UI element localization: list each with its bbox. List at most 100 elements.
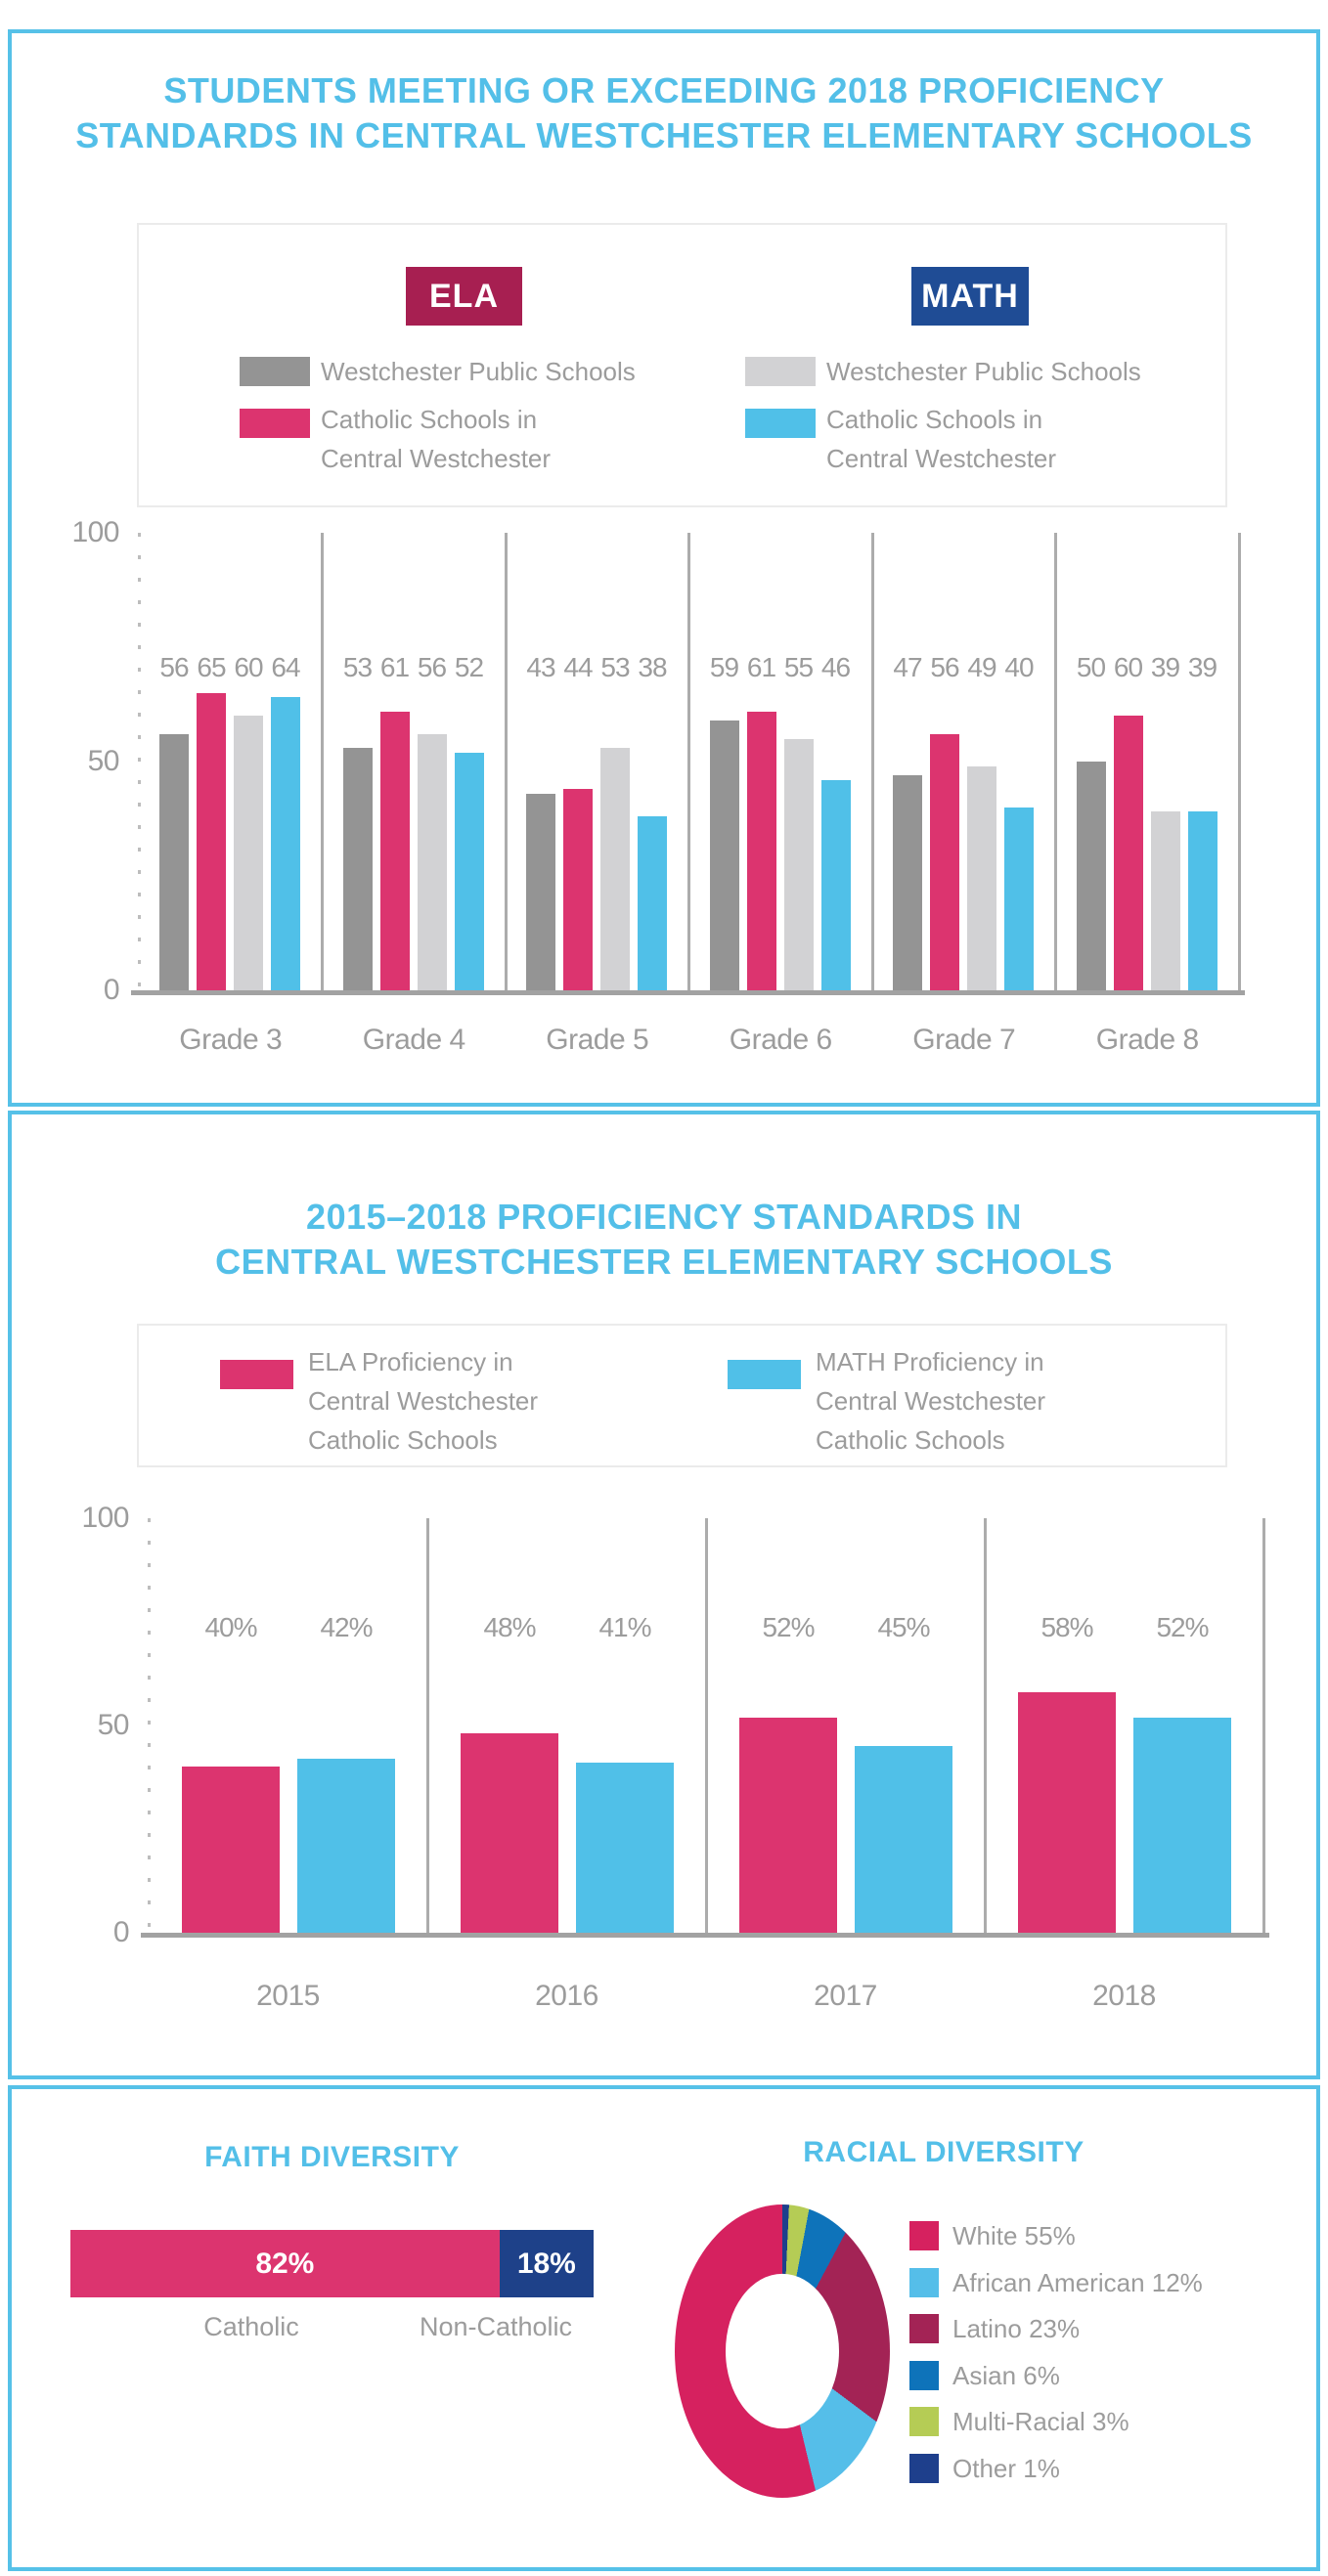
group-divider [1054,533,1057,990]
group-divider [687,533,690,990]
chart1-plot: 100 50 0 56 65 60 64 Grade 3 53 61 56 52 Grade 4 43 44… [71,517,1245,1056]
bar [271,697,300,990]
bar-value-label: 56 [930,652,959,682]
faith-catholic-segment: 82% [70,2230,500,2297]
bar-value-label: 52% [1156,1612,1209,1642]
racial-legend-label: Latino 23% [952,2313,1081,2343]
racial-legend-label: Asian 6% [952,2360,1060,2390]
bar-value-label: 47 [893,652,922,682]
group-divider [321,533,324,990]
racial-legend-swatch [909,2407,939,2436]
group-divider [504,533,508,990]
faith-catholic-value: 82% [255,2247,315,2280]
y-axis-label: 100 [81,1502,129,1534]
bar-group: 53 61 56 52 Grade 4 [323,533,507,1056]
y-axis-label: 50 [97,1709,130,1741]
bar-value-label: 52% [762,1612,815,1642]
x-axis-label: Grade 8 [1095,1024,1199,1056]
legend-swatch-math-public [745,357,816,386]
racial-legend-swatch [909,2454,939,2483]
legend-label-ela-line2: Central Westchester [308,1386,539,1416]
legend-label-math-catholic-line2: Central Westchester [826,444,1057,473]
bar [461,1733,558,1933]
bar-value-label: 40% [204,1612,257,1642]
x-axis-label: 2015 [256,1980,320,2012]
bar-value-label: 38 [638,652,667,682]
legend-label-ela-catholic: Catholic Schools in Central Westchester [321,400,551,478]
bar-value-label: 55 [783,652,814,682]
bar [1133,1717,1231,1933]
bar-value-label: 50 [1076,652,1106,682]
faith-noncatholic-segment: 18% [499,2230,594,2297]
bar-value-label: 41% [598,1612,651,1642]
bar-group: 59 61 55 46 Grade 6 [689,533,873,1056]
legend-label-ela-public: Westchester Public Schools [321,357,636,386]
x-axis-label: Grade 6 [729,1024,832,1056]
bar [526,793,555,990]
bar-value-label: 58% [1040,1612,1093,1642]
racial-legend-swatch [909,2268,939,2297]
bar [967,765,996,990]
x-axis-baseline [141,1933,1269,1938]
bar-value-label: 52 [454,652,484,682]
bar [197,692,226,990]
racial-legend-swatch [909,2361,939,2390]
bar-value-label: 65 [197,652,226,682]
bar-value-label: 60 [234,652,263,682]
legend-label-ela-line3: Catholic Schools [308,1425,498,1455]
chart2-title-line1: 2015–2018 PROFICIENCY STANDARDS IN [306,1197,1022,1237]
bar [417,733,447,990]
faith-diversity-bar: 82% 18% [70,2230,594,2297]
bar-group: 47 56 49 40 Grade 7 [872,533,1056,1056]
chart1-title: STUDENTS MEETING OR EXCEEDING 2018 PROFI… [12,68,1316,158]
bar [855,1746,952,1933]
racial-legend-item: White 55% [909,2221,1076,2250]
racial-legend-label: Other 1% [952,2453,1060,2483]
y-axis-label: 0 [103,974,120,1006]
bar-value-label: 45% [877,1612,930,1642]
y-axis [148,1518,151,1933]
bar [159,733,189,990]
legend-swatch-math-proficiency [728,1360,801,1389]
bar-group: 50 60 39 39 Grade 8 [1056,533,1240,1056]
bar-value-label: 48% [483,1612,536,1642]
bar [709,720,739,990]
legend-label-ela-line1: ELA Proficiency in [308,1347,513,1376]
faith-noncatholic-label: Non-Catholic [419,2312,573,2341]
racial-legend-item: African American 12% [909,2268,1203,2297]
racial-legend-item: Multi-Racial 3% [909,2407,1129,2436]
chart2-legend: ELA Proficiency in Central Westchester C… [137,1324,1227,1467]
bar-value-label: 39 [1187,652,1217,682]
legend-label-ela-catholic-line2: Central Westchester [321,444,552,473]
bar-value-label: 59 [709,652,739,682]
bar-value-label: 40 [1004,652,1034,682]
x-axis-label: 2018 [1092,1980,1156,2012]
bar-group: 43 44 53 38 Grade 5 [506,533,689,1056]
legend-swatch-ela-public [240,357,310,386]
bar-value-label: 46 [820,652,851,682]
chart2-title: 2015–2018 PROFICIENCY STANDARDS IN CENTR… [12,1195,1316,1285]
legend-label-math-catholic: Catholic Schools in Central Westchester [826,400,1056,478]
ela-badge: ELA [406,267,522,326]
bar-value-label: 64 [271,652,300,682]
chart2-title-line2: CENTRAL WESTCHESTER ELEMENTARY SCHOOLS [215,1242,1113,1282]
bar [783,738,814,990]
group-divider [704,1518,708,1933]
legend-swatch-ela-proficiency [220,1360,293,1389]
racial-legend-label: African American 12% [952,2267,1203,2297]
bar-value-label: 56 [159,652,189,682]
bar [297,1758,395,1933]
racial-diversity-title: RACIAL DIVERSITY [803,2136,1085,2168]
group-divider [425,1518,429,1933]
racial-diversity-donut [675,2205,890,2498]
chart2-plot: 100 50 0 40% 42% 2015 48% 41% 2016 52% 45% 2017 58% 5… [81,1503,1269,2012]
chart1-legend: ELA MATH Westchester Public Schools Cath… [137,223,1227,507]
racial-legend-swatch [909,2221,939,2250]
bar [1113,716,1143,990]
donut-hole [726,2273,839,2429]
legend-label-math-line3: Catholic Schools [816,1425,1005,1455]
bar [576,1763,674,1933]
group-divider [1237,533,1241,990]
bar [600,747,630,990]
